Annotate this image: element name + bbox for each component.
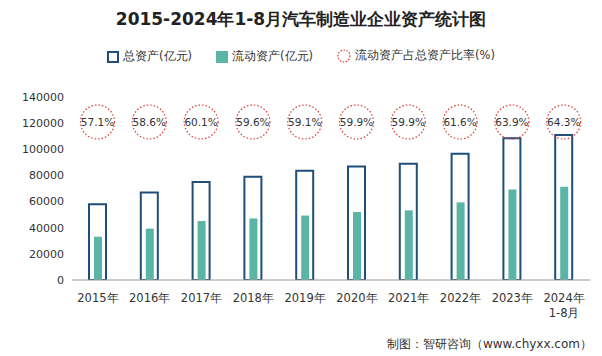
svg-text:120000: 120000 — [22, 117, 64, 130]
svg-text:0: 0 — [57, 274, 64, 287]
html-text:流动资产占总资产比率(%): 流动资产占总资产比率(%) — [355, 48, 495, 62]
svg-text:57.1%: 57.1% — [81, 116, 114, 128]
html-text:制图：智研咨询（www.chyxx.com）: 制图：智研咨询（www.chyxx.com） — [386, 337, 592, 351]
svg-text:60000: 60000 — [29, 195, 64, 208]
svg-text:2021年: 2021年 — [388, 291, 429, 305]
svg-text:2024年1-8月: 2024年1-8月 — [543, 291, 584, 320]
svg-text:40000: 40000 — [29, 222, 64, 235]
svg-text:59.9%: 59.9% — [392, 116, 425, 128]
svg-text:2020年: 2020年 — [336, 291, 377, 305]
svg-text:2022年: 2022年 — [440, 291, 481, 305]
svg-text:60.1%: 60.1% — [184, 116, 217, 128]
svg-text:64.3%: 64.3% — [547, 116, 580, 128]
svg-text:2017年: 2017年 — [181, 291, 222, 305]
svg-text:63.9%: 63.9% — [495, 116, 528, 128]
svg-text:59.1%: 59.1% — [288, 116, 321, 128]
svg-text:140000: 140000 — [22, 91, 64, 104]
svg-text:2016年: 2016年 — [129, 291, 170, 305]
svg-text:61.6%: 61.6% — [443, 116, 476, 128]
svg-text:80000: 80000 — [29, 169, 64, 182]
svg-text:59.9%: 59.9% — [340, 116, 373, 128]
html-text:总资产(亿元): 总资产(亿元) — [123, 49, 192, 63]
svg-text:2018年: 2018年 — [233, 291, 274, 305]
svg-text:59.6%: 59.6% — [236, 116, 269, 128]
svg-text:2019年: 2019年 — [284, 291, 325, 305]
svg-text:20000: 20000 — [29, 248, 64, 261]
html-text:流动资产(亿元): 流动资产(亿元) — [232, 49, 313, 63]
svg-text:58.6%: 58.6% — [133, 116, 166, 128]
html-text:2015-2024年1-8月汽车制造业企业资产统计图: 2015-2024年1-8月汽车制造业企业资产统计图 — [115, 9, 487, 29]
svg-text:2015年: 2015年 — [77, 291, 118, 305]
svg-text:100000: 100000 — [22, 143, 64, 156]
svg-text:2023年: 2023年 — [492, 291, 533, 305]
